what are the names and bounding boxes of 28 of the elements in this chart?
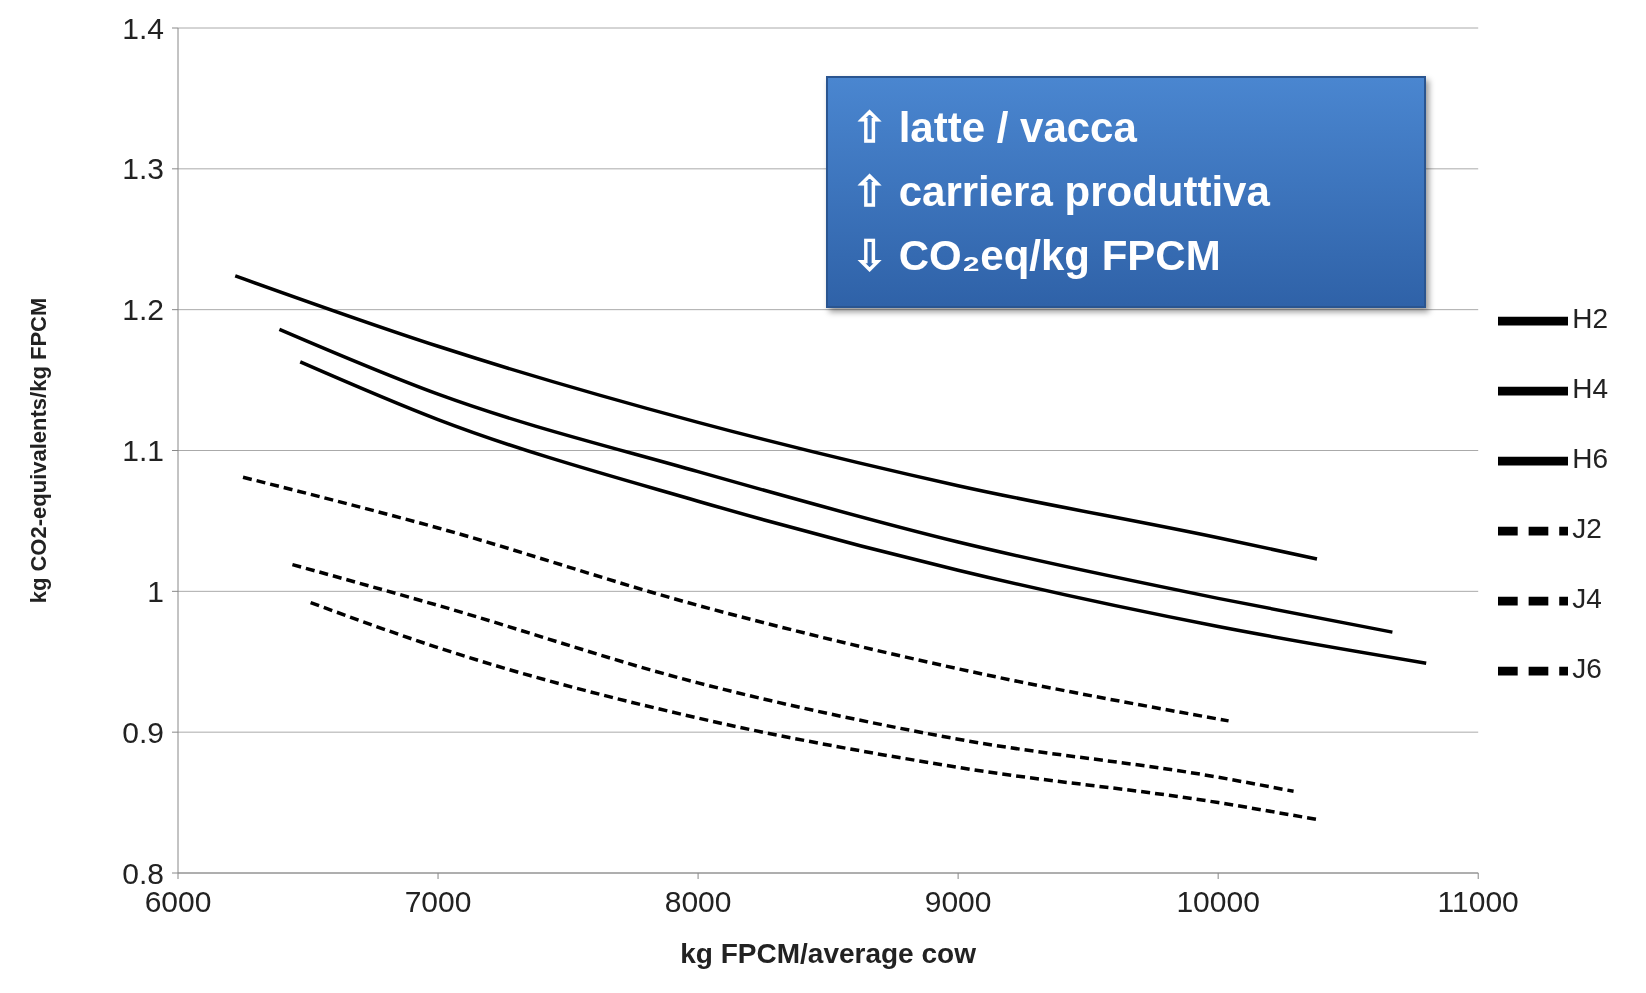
- x-axis-title: kg FPCM/average cow: [680, 938, 977, 969]
- note-box: ⇧ latte / vacca ⇧ carriera produttiva ⇩ CO₂eq/kg FPCM: [826, 76, 1426, 308]
- legend-label: H4: [1572, 372, 1608, 404]
- annotation: ⇧ latte / vacca: [852, 103, 1138, 153]
- line-series: [308, 600, 1319, 822]
- y-tick-label: 1.2: [122, 293, 164, 327]
- y-axis-title: kg CO2-equivalents/kg FPCM: [25, 297, 51, 604]
- legend-label: J2: [1572, 512, 1602, 544]
- legend-label: J4: [1572, 582, 1602, 614]
- annotation: ⇩ CO₂eq/kg FPCM: [852, 231, 1222, 281]
- x-tick-label: 7000: [404, 885, 472, 919]
- line-series: [277, 327, 1395, 634]
- legend-label: J6: [1572, 652, 1602, 684]
- legend-label: H2: [1572, 302, 1608, 334]
- line-series: [298, 360, 1428, 665]
- x-tick-label: 11000: [1437, 885, 1519, 919]
- x-tick-label: 9000: [924, 885, 992, 919]
- line-series: [241, 475, 1231, 723]
- legend-label: H6: [1572, 442, 1608, 474]
- y-tick-label: 1.4: [122, 11, 164, 45]
- y-tick-label: 1.1: [122, 434, 164, 468]
- x-tick-label: 10000: [1176, 885, 1260, 919]
- y-tick-label: 1: [147, 574, 164, 608]
- y-tick-label: 1.3: [122, 152, 164, 186]
- x-tick-label: 8000: [664, 885, 732, 919]
- annotation: ⇧ carriera produttiva: [852, 167, 1271, 217]
- y-tick-label: 0.9: [122, 715, 164, 749]
- line-series: [290, 562, 1296, 794]
